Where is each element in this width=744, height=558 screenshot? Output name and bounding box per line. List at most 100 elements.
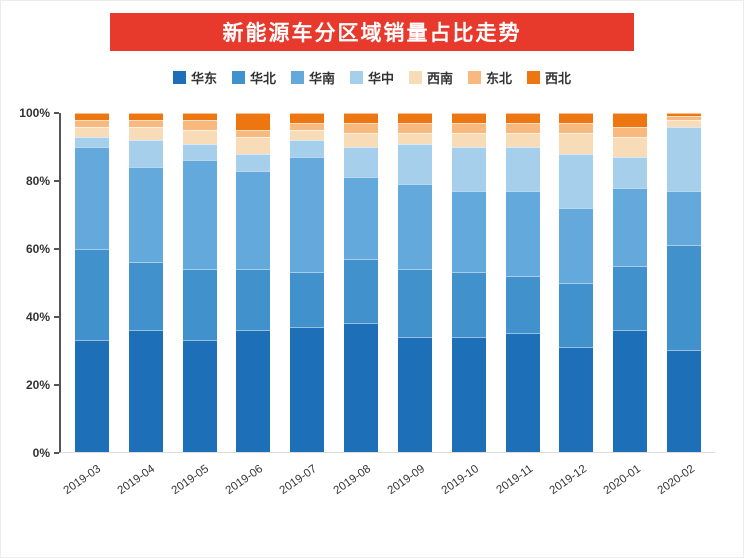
segment-华中: [74, 136, 109, 147]
segment-西北: [559, 113, 594, 124]
segment-华中: [667, 126, 702, 191]
segment-东北: [128, 119, 163, 127]
segment-华中: [505, 146, 540, 191]
segment-东北: [613, 126, 648, 137]
segment-东北: [505, 123, 540, 134]
bar-2019-09: [397, 113, 432, 452]
stacked-bar-chart: 100% 80% 60% 40% 20% 0% 2019-03 2019-04 2019-05…: [1, 106, 743, 511]
segment-华南: [613, 187, 648, 266]
x-axis-labels: 2019-03 2019-04 2019-05 2019-06 2019-07 2019-…: [59, 453, 715, 511]
segment-东北: [236, 130, 271, 137]
x-label-2019-07: 2019-07: [278, 453, 333, 511]
stacked-bar: [397, 113, 432, 452]
segment-华南: [182, 160, 217, 269]
bar-2020-01: [613, 113, 648, 452]
segment-华北: [182, 268, 217, 341]
legend-item-西南: 西南: [409, 68, 453, 87]
segment-华南: [667, 191, 702, 246]
segment-西北: [505, 113, 540, 124]
x-label-2019-12: 2019-12: [547, 453, 603, 511]
x-label-text: 2019-08: [331, 463, 374, 498]
segment-华中: [128, 140, 163, 168]
legend-label: 西北: [545, 71, 572, 86]
segment-华北: [559, 282, 594, 347]
x-label-2019-11: 2019-11: [495, 453, 549, 511]
bar-2019-11: [505, 113, 540, 452]
segment-华北: [613, 265, 648, 330]
segment-华中: [236, 153, 271, 171]
legend-label: 华北: [249, 71, 276, 86]
segment-华南: [128, 167, 163, 263]
x-label-2019-03: 2019-03: [61, 453, 117, 511]
bar-2019-04: [128, 113, 163, 452]
segment-西北: [344, 113, 379, 124]
stacked-bar: [505, 113, 540, 452]
legend-swatch: [231, 71, 245, 84]
segment-西北: [290, 113, 325, 124]
segment-华东: [451, 336, 486, 452]
segment-华东: [505, 333, 540, 452]
bar-2019-06: [236, 113, 271, 452]
page-title: 新能源车分区域销量占比走势: [222, 22, 522, 45]
stacked-bar: [74, 113, 109, 452]
segment-华东: [559, 346, 594, 452]
segment-东北: [344, 123, 379, 134]
segment-华南: [236, 170, 271, 269]
segment-华北: [128, 262, 163, 330]
x-label-text: 2019-12: [547, 463, 590, 498]
bar-2019-08: [344, 113, 379, 452]
legend-swatch: [349, 71, 363, 84]
chart-right-column: 2019-03 2019-04 2019-05 2019-06 2019-07 2019-…: [59, 113, 715, 511]
segment-华东: [290, 326, 325, 452]
stacked-bar: [667, 113, 702, 452]
segment-华北: [397, 268, 432, 337]
x-label-text: 2019-10: [439, 463, 482, 498]
segment-西北: [74, 113, 109, 120]
segment-华南: [74, 146, 109, 249]
segment-华东: [182, 340, 217, 452]
segment-华南: [397, 184, 432, 269]
segment-华南: [344, 177, 379, 259]
segment-华东: [397, 336, 432, 452]
segment-华南: [505, 190, 540, 276]
bar-2019-03: [74, 113, 109, 452]
legend-item-东北: 东北: [468, 68, 512, 87]
segment-西北: [128, 113, 163, 120]
legend-item-西北: 西北: [527, 68, 571, 87]
segment-西北: [236, 113, 271, 131]
stacked-bar: [236, 113, 271, 452]
segment-西南: [559, 133, 594, 154]
x-label-text: 2019-03: [61, 463, 104, 498]
legend-item-华中: 华中: [349, 68, 394, 87]
x-label-2019-06: 2019-06: [224, 453, 279, 511]
legend-swatch: [290, 71, 304, 84]
segment-华中: [290, 140, 325, 158]
x-label-2019-09: 2019-09: [385, 453, 441, 511]
x-label-text: 2019-05: [169, 463, 212, 498]
segment-华北: [236, 268, 271, 330]
segment-华东: [236, 329, 271, 452]
segment-西南: [344, 133, 379, 147]
y-axis-labels: 100% 80% 60% 40% 20% 0%: [19, 106, 50, 460]
legend-label: 华东: [190, 71, 217, 86]
segment-华中: [613, 157, 648, 188]
x-label-text: 2019-09: [385, 463, 428, 498]
legend-label: 东北: [486, 71, 513, 86]
legend-item-华北: 华北: [231, 68, 276, 87]
segment-华东: [344, 323, 379, 452]
segment-华北: [344, 258, 379, 324]
x-label-2019-04: 2019-04: [116, 453, 171, 511]
segment-西北: [182, 113, 217, 120]
x-label-2020-02: 2020-02: [656, 453, 711, 511]
stacked-bar: [128, 113, 163, 452]
segment-华北: [290, 272, 325, 327]
segment-东北: [397, 123, 432, 134]
segment-东北: [290, 123, 325, 130]
legend-swatch: [468, 71, 482, 84]
segment-华南: [290, 157, 325, 273]
legend-swatch: [527, 71, 541, 84]
legend: 华东 华北 华南 华中 西南 东北 西北: [1, 68, 743, 87]
legend-label: 西南: [427, 71, 454, 86]
title-banner: 新能源车分区域销量占比走势: [110, 13, 634, 51]
legend-label: 华中: [367, 71, 394, 86]
